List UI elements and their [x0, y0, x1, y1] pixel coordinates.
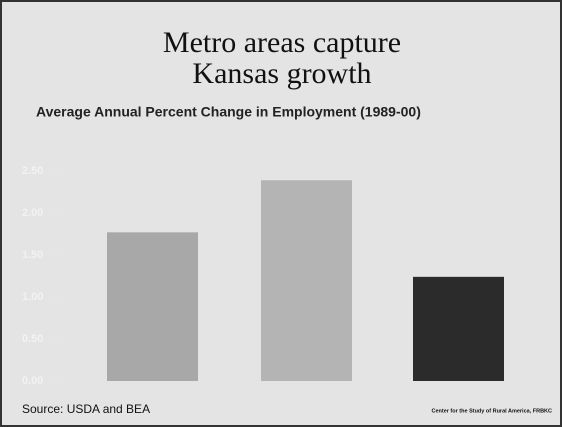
- credit-note: Center for the Study of Rural America, F…: [431, 408, 552, 414]
- y-tick-label: 1.50: [22, 249, 43, 261]
- bar: [261, 180, 352, 381]
- bar: [107, 232, 198, 381]
- source-note: Source: USDA and BEA: [22, 402, 150, 416]
- chart-subtitle: Average Annual Percent Change in Employm…: [36, 104, 421, 120]
- chart-title: Metro areas capture: [163, 26, 401, 59]
- y-tick-label: 1.00: [22, 291, 43, 303]
- y-tick-label: 2.50: [22, 165, 43, 177]
- chart: Metro areas capture Kansas growth Averag…: [0, 0, 562, 427]
- y-tick-label: 2.00: [22, 207, 43, 219]
- page: Metro areas capture Kansas growth Averag…: [0, 0, 562, 427]
- y-tick-label: 0.50: [22, 333, 43, 345]
- bar: [413, 277, 504, 381]
- chart-title: Kansas growth: [192, 57, 371, 90]
- y-tick-label: 0.00: [22, 375, 43, 387]
